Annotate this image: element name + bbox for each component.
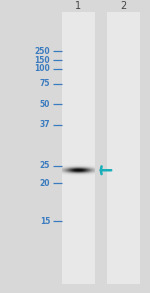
- Text: 15: 15: [40, 217, 50, 226]
- Text: 2: 2: [120, 1, 126, 11]
- Bar: [106, 12, 140, 284]
- Text: 25: 25: [40, 161, 50, 170]
- Text: 250: 250: [35, 47, 50, 56]
- Text: 1: 1: [75, 1, 81, 11]
- Text: 50: 50: [40, 100, 50, 108]
- Text: 100: 100: [34, 64, 50, 73]
- Text: 75: 75: [40, 79, 50, 88]
- Text: 150: 150: [35, 56, 50, 64]
- Text: 37: 37: [40, 120, 50, 129]
- Bar: [61, 12, 94, 284]
- Text: 20: 20: [40, 179, 50, 188]
